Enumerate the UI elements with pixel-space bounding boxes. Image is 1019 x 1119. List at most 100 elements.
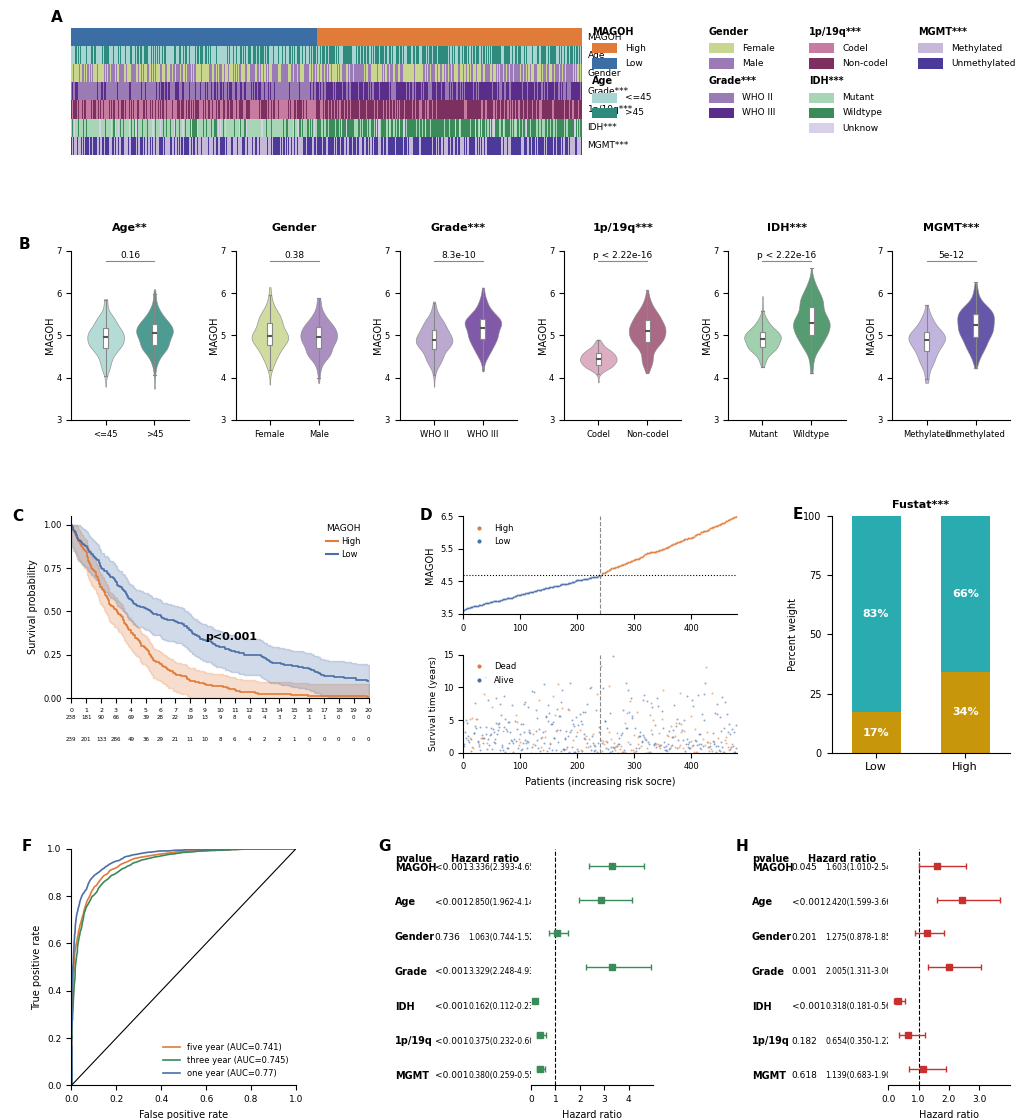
Bar: [418, 101, 419, 119]
Bar: [506, 101, 507, 119]
Bar: [195, 83, 196, 101]
Text: 286: 286: [111, 737, 121, 742]
Bar: [315, 46, 316, 64]
Bar: [453, 64, 454, 83]
Bar: [440, 83, 441, 101]
Bar: [350, 119, 351, 137]
Bar: [137, 28, 138, 46]
Bar: [351, 46, 352, 64]
Bar: [529, 137, 530, 154]
Point: [654, 540, 671, 558]
Bar: [209, 46, 210, 64]
Point: [533, 581, 549, 599]
Bar: [176, 28, 177, 46]
Bar: [90, 83, 91, 101]
Bar: [305, 101, 306, 119]
Title: 1p/19q***: 1p/19q***: [592, 224, 652, 234]
Legend: High, Low: High, Low: [467, 520, 517, 549]
Bar: [434, 119, 435, 137]
Point: [723, 509, 740, 527]
Bar: [392, 119, 393, 137]
Bar: [463, 28, 464, 46]
Point: [586, 568, 602, 586]
Bar: [426, 101, 427, 119]
Bar: [229, 83, 230, 101]
Bar: [155, 28, 156, 46]
Bar: [303, 83, 304, 101]
Bar: [498, 64, 499, 83]
Bar: [111, 46, 112, 64]
Bar: [524, 137, 525, 154]
Point: [672, 533, 688, 551]
Bar: [406, 46, 407, 64]
Bar: [119, 137, 120, 154]
Bar: [233, 46, 234, 64]
Bar: [481, 137, 482, 154]
Bar: [247, 119, 248, 137]
Bar: [169, 64, 170, 83]
Bar: [187, 101, 189, 119]
Bar: [378, 137, 379, 154]
Point: [556, 575, 573, 593]
Bar: [455, 137, 457, 154]
Bar: [445, 46, 446, 64]
Bar: [533, 137, 534, 154]
Point: [457, 601, 473, 619]
Point: [537, 580, 553, 598]
Bar: [369, 137, 370, 154]
Bar: [555, 64, 556, 83]
Bar: [380, 64, 381, 83]
Point: [501, 723, 518, 741]
Point: [699, 737, 715, 755]
Text: 1: 1: [307, 715, 311, 720]
Bar: [569, 101, 570, 119]
Bar: [118, 83, 119, 101]
Point: [482, 593, 498, 611]
Point: [524, 583, 540, 601]
Bar: [242, 101, 243, 119]
Bar: [562, 46, 564, 64]
Point: [607, 558, 624, 576]
Bar: [73, 46, 74, 64]
Bar: [112, 101, 113, 119]
Point: [593, 564, 609, 582]
Text: 2: 2: [292, 715, 296, 720]
Bar: [194, 46, 195, 64]
Bar: [502, 46, 503, 64]
Point: [646, 734, 662, 752]
Bar: [561, 83, 562, 101]
Bar: [233, 28, 234, 46]
Text: 5e-12: 5e-12: [937, 251, 963, 261]
Bar: [339, 119, 340, 137]
Bar: [421, 83, 422, 101]
Bar: [353, 28, 354, 46]
Point: [683, 528, 699, 546]
Point: [470, 596, 486, 614]
Bar: [191, 137, 192, 154]
Point: [721, 740, 738, 758]
Bar: [546, 119, 547, 137]
Point: [582, 568, 598, 586]
Bar: [218, 137, 219, 154]
Bar: [202, 83, 203, 101]
Bar: [503, 137, 504, 154]
Bar: [91, 119, 92, 137]
Bar: [287, 101, 288, 119]
Bar: [296, 28, 297, 46]
Bar: [79, 101, 81, 119]
Bar: [357, 101, 358, 119]
Point: [519, 584, 535, 602]
Bar: [246, 46, 247, 64]
Point: [510, 586, 526, 604]
Bar: [472, 64, 473, 83]
Bar: [93, 101, 94, 119]
Bar: [313, 137, 314, 154]
Bar: [423, 119, 424, 137]
Point: [534, 741, 550, 759]
Bar: [138, 137, 139, 154]
Bar: [344, 46, 345, 64]
Point: [680, 529, 696, 547]
Bar: [504, 64, 505, 83]
PathPatch shape: [267, 322, 272, 346]
Bar: [407, 137, 408, 154]
